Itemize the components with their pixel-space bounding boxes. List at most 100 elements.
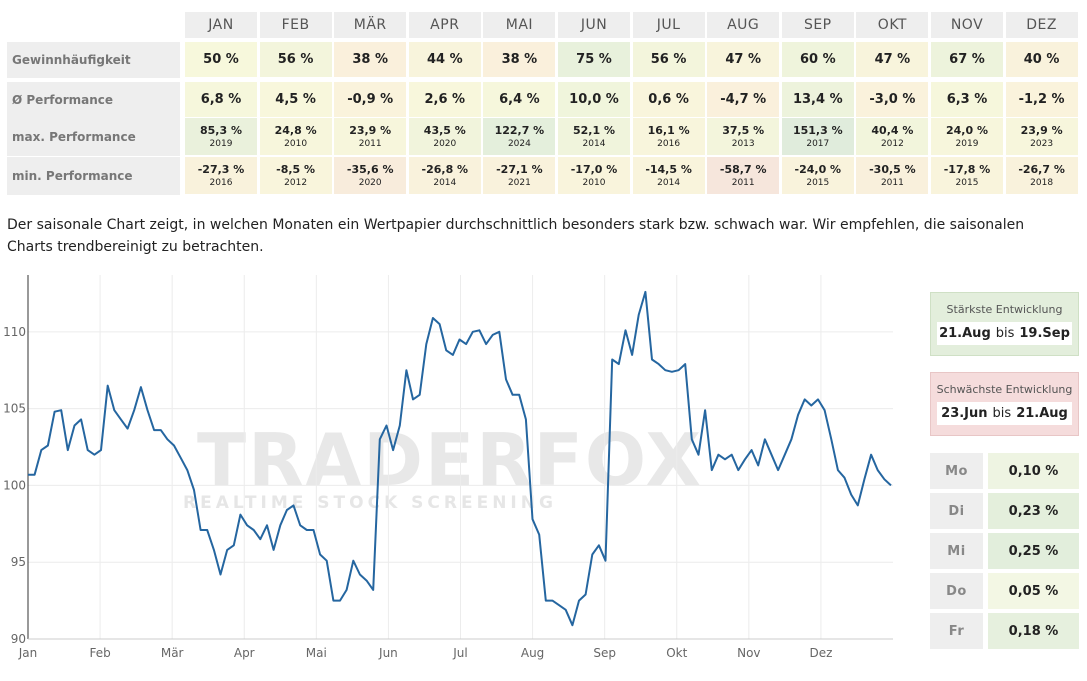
- cell-value: 23,9 %: [1020, 124, 1063, 137]
- weakest-box: Schwächste Entwicklung 23.Jun bis 21.Aug: [930, 372, 1079, 436]
- cell-value: -17,0 %: [570, 163, 618, 176]
- cell: -30,5 % 2011: [856, 157, 929, 194]
- range-to: 21.Aug: [1016, 406, 1068, 421]
- cell-year: 2014: [582, 139, 606, 149]
- cell-year: 2016: [657, 139, 681, 149]
- cell-value: -1,2 %: [1018, 92, 1065, 107]
- x-tick-label: Jul: [452, 646, 467, 660]
- weekday-value: 0,18 %: [988, 613, 1079, 649]
- column-header: AUG: [707, 12, 780, 38]
- weekday-value: 0,23 %: [988, 493, 1079, 529]
- weekday-value: 0,10 %: [988, 453, 1079, 489]
- cell: 23,9 % 2023: [1005, 118, 1078, 155]
- weekday: Fr: [930, 613, 983, 649]
- column-header: DEZ: [1005, 12, 1078, 38]
- cell-value: 38 %: [352, 52, 389, 67]
- cell-year: 2015: [955, 178, 979, 188]
- cell-value: -4,7 %: [720, 92, 767, 107]
- cell-value: 2,6 %: [424, 92, 466, 107]
- cell-value: 85,3 %: [200, 124, 242, 137]
- range-connector: bis: [995, 326, 1015, 341]
- x-tick-label: Okt: [666, 646, 687, 660]
- cell-year: 2020: [358, 178, 382, 188]
- cell: 47 %: [707, 42, 780, 77]
- cell-year: 2011: [358, 139, 382, 149]
- weekday: Mo: [930, 453, 983, 489]
- watermark-sub: REALTIME STOCK SCREENING: [183, 493, 557, 513]
- cell-value: 47 %: [874, 52, 911, 67]
- cell: 52,1 % 2014: [558, 118, 630, 155]
- cell-value: -27,1 %: [496, 163, 543, 176]
- column-header: JAN: [185, 12, 257, 38]
- cell: 6,3 %: [931, 82, 1003, 117]
- cell: -0,9 %: [334, 82, 407, 117]
- cell-year: 2017: [806, 139, 830, 149]
- x-tick-label: Sep: [593, 646, 616, 660]
- cell-value: -24,0 %: [794, 163, 842, 176]
- watermark: TRADERFOX: [197, 418, 703, 502]
- cell: -26,8 % 2014: [408, 157, 481, 194]
- cell: 50 %: [185, 42, 257, 77]
- cell-year: 2019: [209, 139, 233, 149]
- cell: 60 %: [781, 42, 854, 77]
- cell-value: -58,7 %: [719, 163, 767, 176]
- description: Der saisonale Chart zeigt, in welchen Mo…: [7, 217, 1025, 255]
- cell: 67 %: [931, 42, 1003, 77]
- cell-value: 75 %: [576, 52, 612, 67]
- cell-value: 6,8 %: [200, 92, 242, 107]
- cell-value: -17,8 %: [943, 163, 991, 176]
- row-label: min. Performance: [7, 157, 180, 195]
- weekday: Mi: [930, 533, 983, 569]
- cell-value: 37,5 %: [722, 124, 765, 137]
- cell-year: 2014: [657, 178, 681, 188]
- cell-year: 2012: [880, 139, 904, 149]
- weekday-value: 0,05 %: [988, 573, 1079, 609]
- cell: 47 %: [856, 42, 929, 77]
- cell: 44 %: [408, 42, 481, 77]
- cell-value: 6,4 %: [499, 92, 540, 107]
- cell: 56 %: [259, 42, 332, 77]
- range-from: 21.Aug: [939, 326, 991, 341]
- cell: 16,1 % 2016: [632, 118, 705, 155]
- cell-value: -30,5 %: [869, 163, 916, 176]
- cell-value: 4,5 %: [275, 92, 316, 107]
- cell-value: 24,0 %: [946, 124, 988, 137]
- cell: 85,3 % 2019: [185, 118, 257, 155]
- cell: -24,0 % 2015: [781, 157, 854, 194]
- cell-year: 2018: [1030, 178, 1054, 188]
- cell-value: 24,8 %: [274, 124, 317, 137]
- cell: 122,7 % 2024: [483, 118, 556, 155]
- x-tick-label: Nov: [737, 646, 760, 660]
- weekday-value: 0,25 %: [988, 533, 1079, 569]
- column-header: JUL: [632, 12, 705, 38]
- column-header: JUN: [558, 12, 630, 38]
- cell-value: 10,0 %: [569, 92, 619, 107]
- cell: 151,3 % 2017: [781, 118, 854, 155]
- cell: 10,0 %: [558, 82, 630, 117]
- cell-year: 2024: [507, 139, 531, 149]
- cell-value: 23,9 %: [349, 124, 392, 137]
- cell: 24,8 % 2010: [259, 118, 332, 155]
- cell-year: 2020: [433, 139, 457, 149]
- cell-year: 2016: [209, 178, 233, 188]
- cell-value: 6,3 %: [946, 92, 988, 107]
- cell-value: 50 %: [203, 52, 239, 67]
- cell: 2,6 %: [408, 82, 481, 117]
- cell-year: 2014: [433, 178, 457, 188]
- range-to: 19.Sep: [1019, 326, 1070, 341]
- cell-year: 2011: [731, 178, 755, 188]
- cell-year: 2011: [880, 178, 904, 188]
- x-tick-label: Mär: [161, 646, 184, 660]
- cell-year: 2021: [507, 178, 531, 188]
- box-title: Stärkste Entwicklung: [946, 303, 1063, 316]
- cell: -8,5 % 2012: [259, 157, 332, 194]
- cell: 6,8 %: [185, 82, 257, 117]
- cell-value: -14,5 %: [645, 163, 692, 176]
- cell: -14,5 % 2014: [632, 157, 705, 194]
- y-tick-label: 90: [11, 632, 26, 646]
- cell-value: -26,8 %: [421, 163, 469, 176]
- cell-year: 2023: [1030, 139, 1054, 149]
- box-title: Schwächste Entwicklung: [936, 383, 1073, 396]
- cell-value: 60 %: [799, 52, 836, 67]
